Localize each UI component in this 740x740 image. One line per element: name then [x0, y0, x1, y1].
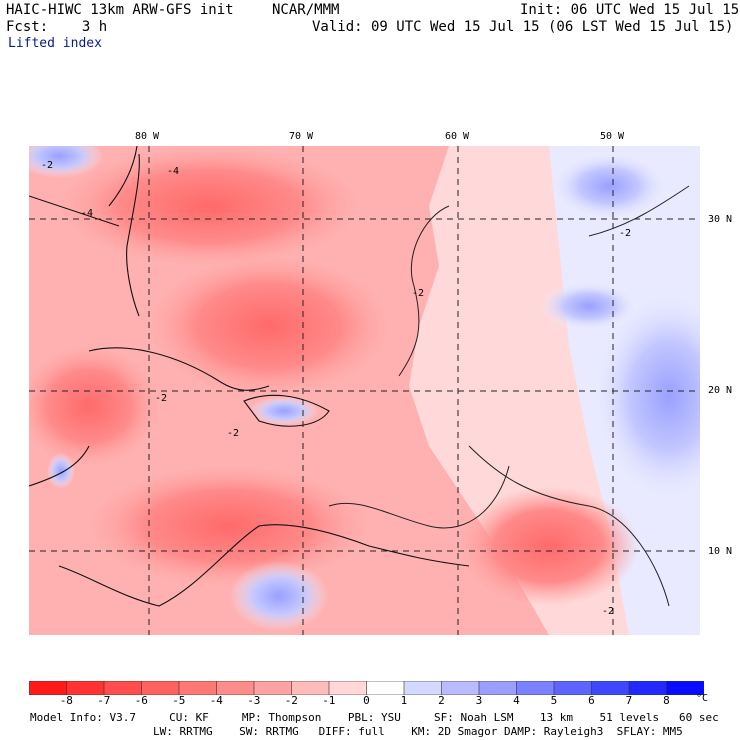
blue-cell-nw — [29, 146, 104, 178]
colorbar-tick-label: -1 — [322, 694, 336, 707]
model-info-line1: Model Info: V3.7 CU: KF MP: Thompson PBL… — [30, 711, 719, 724]
contour-label: -2 — [619, 228, 631, 239]
contour-label: -2 — [155, 393, 167, 404]
lon-label-70w: 70 W — [289, 131, 314, 142]
colorbar-cell — [666, 681, 704, 695]
colorbar-tick-label: 5 — [550, 694, 558, 707]
contour-line — [398, 205, 450, 377]
colorbar-cell — [591, 681, 630, 695]
forecast-hour: Fcst: 3 h — [6, 19, 108, 35]
init-time: Init: 06 UTC Wed 15 Jul 15 — [520, 2, 740, 18]
colorbar-tick-label: 2 — [438, 694, 445, 707]
contour-label: -4 — [81, 208, 93, 219]
lat-label-20n: 20 N — [708, 385, 733, 396]
colorbar-cell — [628, 681, 668, 695]
colorbar-tick-label: 6 — [588, 694, 595, 707]
coastline-hispaniola — [243, 394, 330, 427]
contour-line — [588, 185, 690, 237]
lon-label-60w: 60 W — [445, 131, 470, 142]
colorbar-cell — [29, 681, 68, 695]
contour-label: -2 — [227, 428, 239, 439]
red-core-north — [59, 146, 359, 266]
contour-label: -2 — [41, 160, 53, 171]
contour-label: -2 — [412, 288, 424, 299]
contour-line — [328, 465, 510, 529]
coastline-gulf — [29, 195, 120, 227]
lon-label-80w: 80 W — [135, 131, 160, 142]
colorbar-tick-label: 0 — [363, 694, 370, 707]
colorbar-cell — [441, 681, 480, 695]
colorbar-tick-label: 7 — [625, 694, 633, 707]
colorbar-tick-label: 3 — [475, 694, 483, 707]
lat-label-10n: 10 N — [708, 546, 733, 557]
colorbar-tick-label: 1 — [400, 694, 408, 707]
blue-cell-ne — [549, 151, 669, 221]
coastline-florida — [108, 146, 140, 317]
colorbar-tick-label: 8 — [663, 694, 670, 707]
colorbar-cell — [178, 681, 218, 695]
colorbar-cell — [216, 681, 255, 695]
colorbar-tick-label: -2 — [284, 694, 298, 707]
red-core-gulf — [29, 346, 159, 466]
red-core-bahamas — [149, 256, 389, 396]
contour-label: -2 — [602, 606, 614, 617]
red-core-se — [459, 486, 639, 606]
colorbar-cell — [291, 681, 330, 695]
colorbar-tick-label: -4 — [209, 694, 223, 707]
contour-line — [468, 445, 670, 607]
coastline-cuba — [88, 347, 270, 391]
colorbar-tick-label: -8 — [59, 694, 73, 707]
red-core-caribbean — [89, 466, 369, 586]
blue-cell-mid — [539, 281, 639, 331]
model-info-line2: LW: RRTMG SW: RRTMG DIFF: full KM: 2D Sm… — [153, 725, 683, 738]
lat-label-30n: 30 N — [708, 214, 733, 225]
colorbar — [29, 681, 704, 695]
field-name: Lifted index — [8, 36, 102, 51]
colorbar-cell — [478, 681, 518, 695]
valid-time: Valid: 09 UTC Wed 15 Jul 15 (06 LST Wed … — [312, 19, 734, 35]
colorbar-tick-label: -3 — [247, 694, 261, 707]
blue-cell-colombia — [229, 561, 329, 631]
colorbar-cell — [66, 681, 105, 695]
colorbar-cell — [103, 681, 143, 695]
lon-label-50w: 50 W — [600, 131, 625, 142]
model-title: HAIC-HIWC 13km ARW-GFS init — [6, 2, 234, 18]
blue-cell-east — [589, 286, 700, 506]
coastline-central-south-america — [29, 445, 470, 607]
colorbar-tick-label: -5 — [172, 694, 186, 707]
colorbar-cell — [366, 681, 405, 695]
blue-cell-yucatan — [47, 453, 75, 489]
blue-cell-hispaniola — [249, 396, 319, 426]
colorbar-unit: °C — [696, 693, 709, 704]
colorbar-tick-label: 4 — [513, 694, 520, 707]
lifted-index-map: -2 -2 -2 -2 -2 -2 -4 -4 — [29, 146, 700, 635]
colorbar-tick-label: -7 — [97, 694, 111, 707]
colorbar-cell — [253, 681, 293, 695]
colorbar-cell — [403, 681, 443, 695]
colorbar-tick-label: -6 — [134, 694, 148, 707]
colorbar-cell — [141, 681, 180, 695]
org-label: NCAR/MMM — [272, 2, 340, 18]
colorbar-cell — [553, 681, 593, 695]
colorbar-cell — [328, 681, 368, 695]
colorbar-cell — [516, 681, 555, 695]
contour-label: -4 — [167, 166, 179, 177]
